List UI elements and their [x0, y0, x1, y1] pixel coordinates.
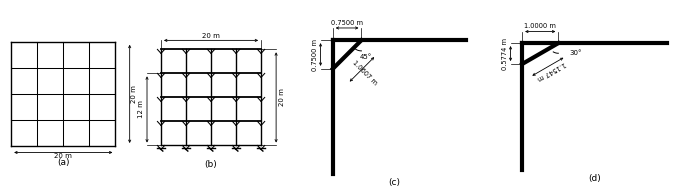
Text: 30°: 30°: [570, 50, 582, 56]
Text: 1.0607 m: 1.0607 m: [351, 59, 378, 86]
Text: (b): (b): [205, 161, 217, 169]
Text: 20 m: 20 m: [202, 33, 220, 39]
Text: 1.1547 m: 1.1547 m: [536, 60, 566, 81]
Text: 1.0000 m: 1.0000 m: [524, 23, 556, 29]
Text: 0.7500 m: 0.7500 m: [331, 20, 363, 26]
Text: 12 m: 12 m: [138, 101, 144, 118]
Text: 20 m: 20 m: [132, 85, 138, 103]
Text: 45°: 45°: [360, 53, 372, 60]
Text: (c): (c): [388, 178, 400, 187]
Text: (a): (a): [57, 158, 70, 167]
Text: (d): (d): [588, 174, 601, 183]
Text: 0.7500 m: 0.7500 m: [312, 39, 318, 70]
Text: 0.5774 m: 0.5774 m: [501, 38, 508, 69]
Text: 20 m: 20 m: [54, 153, 72, 159]
Text: 20 m: 20 m: [279, 89, 285, 106]
